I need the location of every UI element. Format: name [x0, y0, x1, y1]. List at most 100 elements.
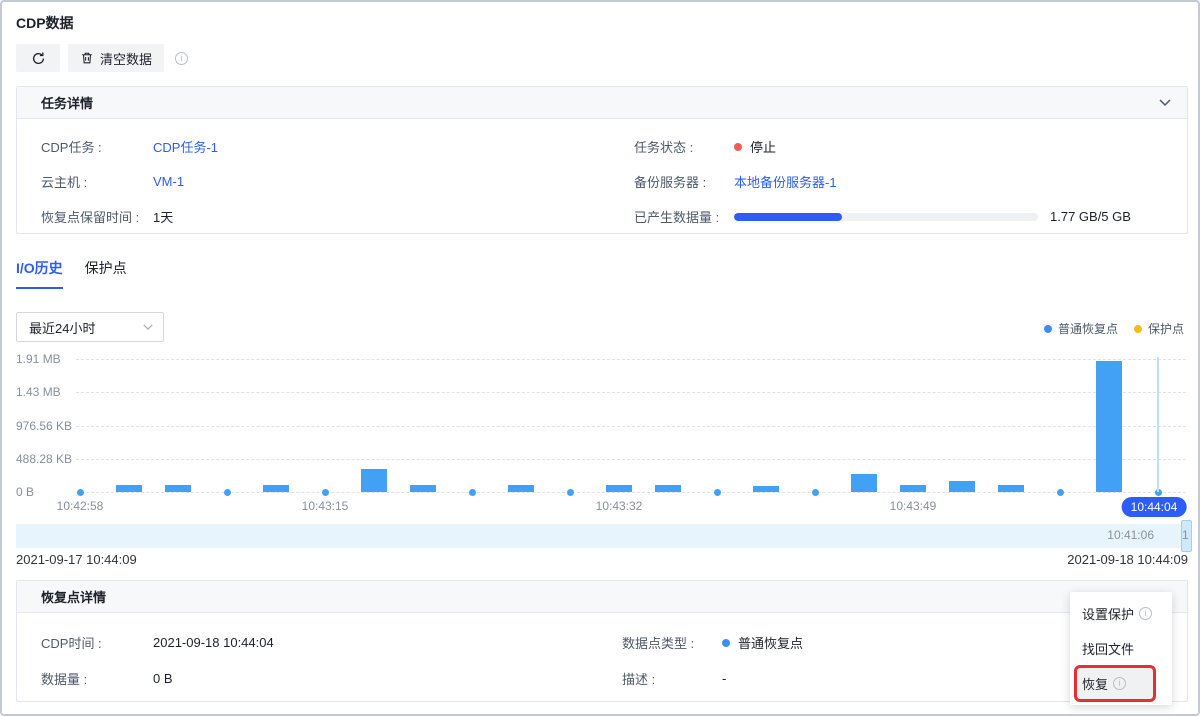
chart-bar[interactable] [116, 485, 142, 492]
chart-bar[interactable] [361, 469, 387, 492]
clipped-time-label: 1 [1182, 528, 1189, 542]
data-progress-fill [734, 212, 842, 221]
refresh-icon [31, 51, 46, 66]
status-value: 停止 [750, 140, 777, 155]
chart-bar[interactable] [998, 485, 1024, 492]
legend-item-protect-point[interactable]: 保护点 [1133, 320, 1184, 337]
gridline [76, 359, 1186, 360]
selected-point-line [1157, 357, 1159, 492]
field-label: 数据点类型 : [622, 636, 695, 651]
menu-item-retrieve-files[interactable]: 找回文件 [1070, 631, 1172, 666]
x-axis-label: 10:42:58 [56, 499, 104, 513]
chart-bar[interactable] [753, 486, 779, 492]
chart-point-dot[interactable] [224, 489, 231, 496]
info-icon[interactable]: i [175, 52, 188, 65]
chart-bar[interactable] [1096, 361, 1122, 492]
gridline [76, 492, 1186, 493]
menu-item-label: 找回文件 [1082, 642, 1135, 657]
backup-server-link[interactable]: 本地备份服务器-1 [734, 175, 837, 190]
description-value: - [722, 671, 727, 686]
data-generated-value: 1.77 GB/5 GB [1050, 209, 1131, 224]
chevron-down-icon[interactable] [1159, 99, 1171, 106]
timeline-brush[interactable]: 10:41:06 [16, 520, 1192, 552]
refresh-button[interactable] [16, 44, 60, 72]
data-size-value: 0 B [153, 671, 173, 686]
field-label: 任务状态 : [634, 140, 694, 155]
chart-bar[interactable] [410, 485, 436, 492]
field-cdp-task: CDP任务 : CDP任务-1 [41, 137, 602, 156]
chart-bar[interactable] [263, 485, 289, 492]
field-backup-server: 备份服务器 : 本地备份服务器-1 [602, 172, 1163, 191]
field-data-size: 数据量 : 0 B [41, 669, 602, 688]
brush-time-label: 10:41:06 [1107, 528, 1154, 542]
x-axis-label: 10:43:49 [889, 499, 937, 513]
field-data-generated: 已产生数据量 : 1.77 GB/5 GB [602, 207, 1163, 226]
y-axis-label: 0 B [16, 485, 35, 499]
chart-point-dot[interactable] [1155, 489, 1162, 496]
io-history-chart: 1.91 MB 1.43 MB 976.56 KB 488.28 KB 0 B 10:42… [16, 347, 1188, 519]
field-label: 数据量 : [41, 672, 88, 687]
vm-link[interactable]: VM-1 [153, 174, 185, 189]
field-task-status: 任务状态 : 停止 [602, 137, 1163, 156]
field-label: 已产生数据量 : [634, 210, 720, 225]
time-range-row: 2021-09-17 10:44:09 2021-09-18 10:44:09 [16, 552, 1188, 567]
field-label: 云主机 : [41, 175, 88, 190]
point-type-dot-icon [722, 638, 730, 647]
brush-handle[interactable] [1181, 520, 1192, 552]
selected-time-pill[interactable]: 10:44:04 [1121, 497, 1187, 517]
chart-bar[interactable] [165, 485, 191, 492]
chart-point-dot[interactable] [469, 489, 476, 496]
field-retention: 恢复点保留时间 : 1天 [41, 207, 602, 226]
time-range-value: 最近24小时 [29, 320, 96, 336]
task-details-panel: 任务详情 CDP任务 : CDP任务-1 任务状态 : 停止 云主机 : VM-… [16, 86, 1188, 234]
cdp-time-value: 2021-09-18 10:44:04 [153, 635, 274, 650]
field-cdp-time: CDP时间 : 2021-09-18 10:44:04 [41, 633, 602, 652]
y-axis-label: 976.56 KB [16, 418, 73, 433]
chart-point-dot[interactable] [1057, 489, 1064, 496]
chart-point-dot[interactable] [812, 489, 819, 496]
tab-io-history[interactable]: I/O历史 [16, 258, 63, 289]
legend-dot-orange-icon [1133, 324, 1142, 333]
x-axis-label: 10:43:32 [595, 499, 643, 513]
chart-bar[interactable] [949, 481, 975, 492]
chevron-down-icon [143, 324, 153, 330]
chart-point-dot[interactable] [714, 489, 721, 496]
context-menu: 设置保护 i 找回文件 恢复 i [1070, 592, 1172, 705]
gridline [76, 458, 1186, 460]
chart-bar[interactable] [508, 485, 534, 492]
time-range-select[interactable]: 最近24小时 [16, 312, 164, 342]
chart-bar[interactable] [851, 474, 877, 492]
menu-item-label: 设置保护 [1082, 607, 1135, 622]
recovery-point-title: 恢复点详情 [41, 590, 107, 605]
legend-item-normal-point[interactable]: 普通恢复点 [1043, 320, 1118, 337]
field-description: 描述 : - [602, 669, 1163, 688]
chart-point-dot[interactable] [77, 489, 84, 496]
field-label: 恢复点保留时间 : [41, 210, 140, 225]
field-label: 描述 : [622, 672, 656, 687]
clear-data-label: 清空数据 [100, 51, 153, 67]
status-dot-icon [734, 142, 742, 151]
chart-legend: 普通恢复点 保护点 [1043, 320, 1184, 337]
y-axis-label: 488.28 KB [16, 451, 73, 466]
retention-value: 1天 [153, 210, 174, 225]
clear-data-button[interactable]: 清空数据 [68, 44, 165, 72]
y-axis-label: 1.91 MB [16, 352, 61, 366]
menu-item-restore[interactable]: 恢复 i [1070, 665, 1172, 702]
chart-bar[interactable] [655, 485, 681, 492]
menu-item-set-protect[interactable]: 设置保护 i [1070, 596, 1172, 631]
task-details-title: 任务详情 [41, 96, 94, 111]
range-end: 2021-09-18 10:44:09 [1067, 552, 1188, 567]
range-start: 2021-09-17 10:44:09 [16, 552, 137, 567]
legend-label: 保护点 [1147, 322, 1184, 336]
chart-point-dot[interactable] [322, 489, 329, 496]
info-icon: i [1113, 677, 1127, 690]
chart-point-dot[interactable] [567, 489, 574, 496]
cdp-task-link[interactable]: CDP任务-1 [153, 140, 219, 155]
tab-protect-points[interactable]: 保护点 [84, 260, 127, 276]
chart-bar[interactable] [606, 485, 632, 492]
page-title: CDP数据 [16, 15, 74, 31]
chart-bar[interactable] [900, 485, 926, 492]
y-axis-label: 1.43 MB [16, 385, 61, 400]
point-type-value: 普通恢复点 [738, 636, 804, 651]
